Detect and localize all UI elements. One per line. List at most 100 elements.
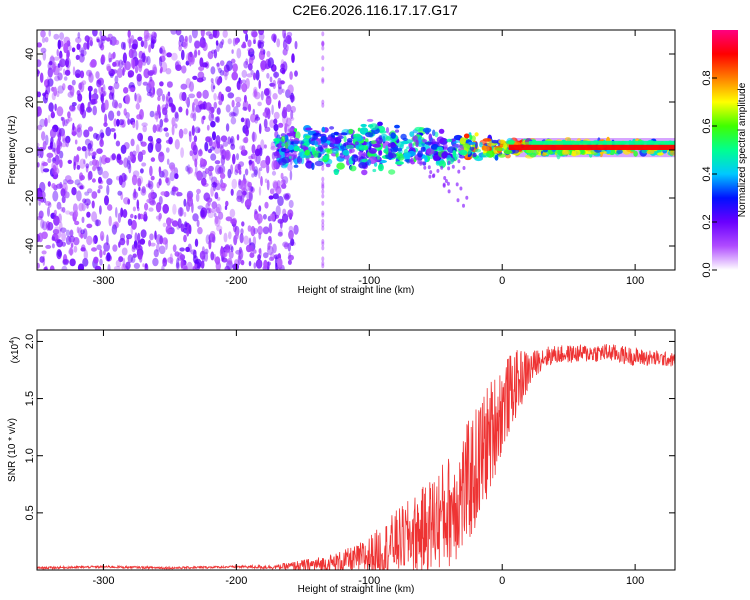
noise-blob: [230, 112, 237, 117]
noise-blob: [86, 235, 93, 246]
noise-blob: [106, 65, 112, 72]
signal-blob: [368, 152, 377, 156]
noise-blob: [222, 252, 228, 258]
noise-blob: [214, 256, 221, 265]
noise-blob: [165, 68, 172, 75]
signal-blob: [360, 123, 367, 128]
noise-blob: [143, 211, 148, 218]
noise-blob: [181, 65, 187, 74]
noise-blob: [37, 124, 43, 131]
noise-blob: [231, 178, 238, 189]
noise-blob: [237, 163, 241, 171]
noise-blob: [171, 125, 175, 136]
noise-blob: [69, 85, 75, 96]
noise-blob: [225, 86, 232, 93]
signal-blob: [358, 151, 364, 156]
signal-blob: [385, 145, 389, 153]
noise-blob: [219, 69, 225, 76]
noise-blob: [92, 159, 98, 166]
noise-blob: [97, 166, 103, 176]
signal-blob: [497, 153, 506, 158]
noise-blob: [95, 71, 100, 79]
noise-blob: [174, 123, 178, 129]
noise-blob: [282, 176, 289, 185]
noise-blob: [179, 91, 185, 101]
noise-blob: [256, 213, 263, 224]
noise-blob: [321, 189, 325, 195]
signal-blob: [422, 139, 427, 143]
noise-blob: [170, 164, 176, 172]
signal-blob: [378, 135, 383, 140]
noise-blob: [66, 50, 71, 58]
noise-blob: [59, 221, 63, 232]
noise-blob: [224, 72, 228, 81]
signal-blob: [388, 152, 397, 159]
signal-blob: [312, 132, 322, 137]
noise-blob: [60, 188, 66, 197]
noise-blob: [321, 45, 325, 51]
noise-blob: [258, 168, 261, 179]
noise-blob: [201, 170, 207, 179]
noise-blob: [252, 131, 255, 143]
noise-blob: [188, 34, 193, 44]
noise-blob: [218, 100, 223, 106]
colorbar-label: Normalized spectral amplitude: [737, 82, 748, 217]
noise-blob: [265, 95, 272, 106]
noise-blob: [211, 201, 218, 209]
noise-blob: [192, 265, 196, 270]
noise-blob: [80, 47, 85, 58]
noise-blob: [59, 159, 63, 169]
noise-blob: [180, 147, 185, 159]
noise-blob: [221, 39, 225, 45]
noise-blob: [272, 193, 279, 200]
noise-blob: [37, 262, 40, 269]
noise-blob: [131, 43, 138, 50]
signal-blob: [368, 148, 377, 154]
noise-blob: [65, 118, 70, 124]
noise-blob: [83, 42, 88, 50]
noise-blob: [57, 39, 61, 50]
noise-blob: [43, 197, 47, 204]
signal-blob: [288, 144, 295, 151]
noise-blob: [196, 170, 203, 181]
noise-blob: [197, 71, 205, 80]
noise-blob: [277, 86, 283, 95]
noise-blob: [80, 49, 87, 57]
noise-blob: [228, 111, 236, 118]
noise-blob: [225, 200, 229, 207]
noise-blob: [174, 251, 180, 257]
noise-blob: [251, 160, 255, 172]
noise-blob: [100, 93, 105, 104]
snr-x-tick-label: -300: [92, 575, 114, 587]
signal-blob: [451, 164, 455, 169]
signal-blob: [495, 147, 503, 152]
noise-blob: [44, 201, 52, 206]
signal-blob: [325, 163, 331, 168]
noise-blob: [236, 134, 240, 141]
signal-blob: [646, 150, 655, 155]
noise-blob: [247, 103, 252, 113]
noise-blob: [84, 198, 91, 206]
noise-blob: [197, 149, 203, 157]
noise-blob: [150, 157, 156, 162]
noise-blob: [91, 191, 98, 199]
noise-blob: [161, 169, 169, 178]
noise-blob: [94, 265, 102, 270]
signal-blob: [442, 182, 446, 187]
noise-blob: [93, 235, 98, 244]
noise-blob: [161, 93, 166, 102]
noise-blob: [243, 235, 249, 245]
signal-blob: [444, 179, 448, 183]
noise-blob: [149, 233, 154, 241]
noise-blob: [41, 250, 47, 255]
signal-blob: [314, 160, 324, 167]
noise-blob: [321, 181, 325, 187]
signal-blob: [435, 160, 441, 166]
noise-blob: [125, 261, 131, 270]
spectrogram-x-tick-label: -100: [358, 275, 380, 287]
noise-blob: [257, 41, 265, 49]
noise-blob: [174, 173, 179, 180]
signal-blob: [609, 148, 616, 156]
noise-blob: [86, 211, 91, 218]
signal-blob: [494, 154, 499, 161]
